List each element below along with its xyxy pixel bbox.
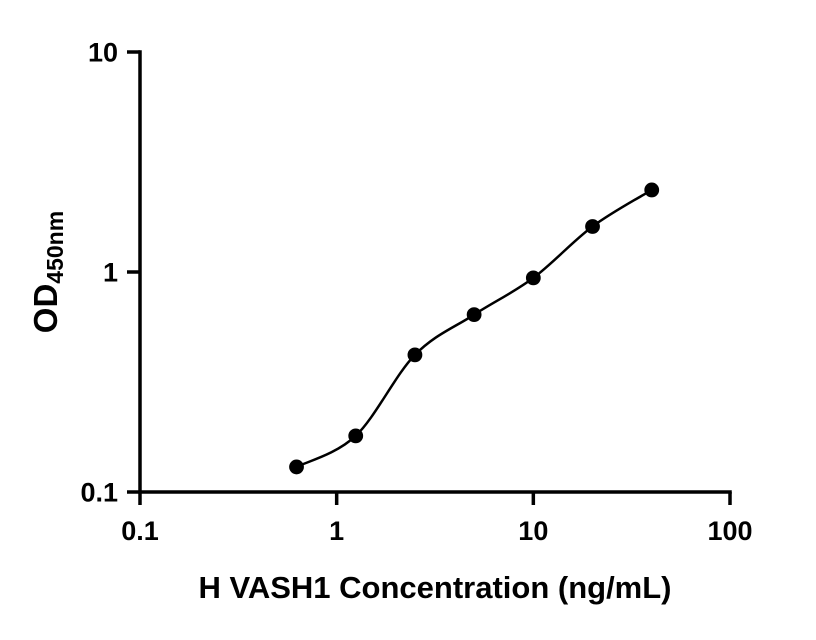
x-tick-label: 1 [329, 516, 344, 546]
y-axis-title-main: OD [27, 283, 64, 334]
data-point [585, 219, 600, 234]
data-point [644, 182, 660, 198]
x-tick-label: 100 [707, 516, 752, 546]
x-tick-label: 0.1 [121, 516, 159, 546]
x-tick-label: 10 [518, 516, 548, 546]
y-tick-label: 0.1 [80, 478, 118, 508]
data-point [289, 459, 304, 475]
y-tick-label: 1 [103, 258, 118, 288]
y-axis-title-subscript: 450nm [42, 210, 68, 284]
data-point [348, 428, 364, 444]
data-point [407, 347, 423, 363]
data-point [466, 307, 482, 323]
y-tick-label: 10 [88, 38, 118, 68]
y-axis-title: OD450nm [27, 210, 68, 334]
data-point [525, 270, 541, 286]
x-axis-title: H VASH1 Concentration (ng/mL) [198, 570, 672, 605]
fit-curve [295, 188, 653, 469]
axis-spines [138, 50, 732, 494]
